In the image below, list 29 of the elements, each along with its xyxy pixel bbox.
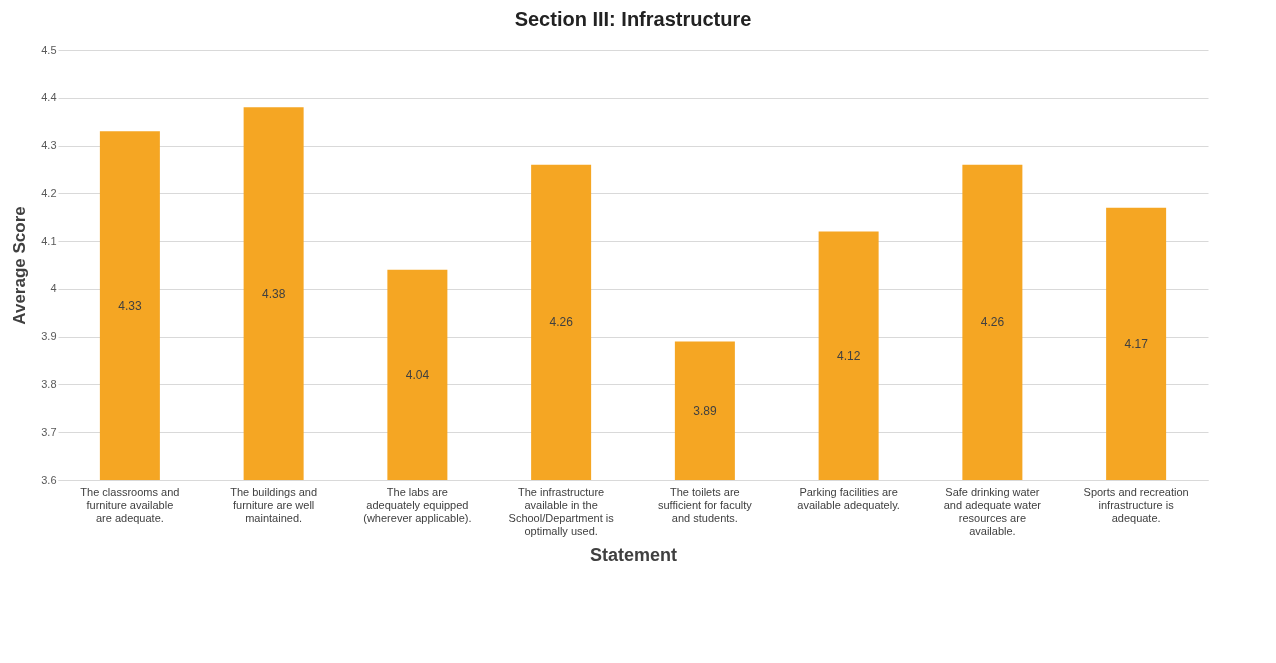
data-label: 4.17 xyxy=(1124,336,1149,351)
data-label: 4.33 xyxy=(118,298,142,313)
y-tick-label: 3.7 xyxy=(41,425,57,438)
y-axis-title: Average Score xyxy=(10,206,30,325)
x-tick-label: The infrastructure available in the School/Department is optimally used. xyxy=(508,485,615,537)
x-tick-label: Safe drinking water and adequate water resources are available. xyxy=(943,485,1042,537)
x-tick-label: Sports and recreation infrastructure is adequate. xyxy=(1083,485,1189,524)
y-tick-label: 4.4 xyxy=(41,91,57,104)
chart-title: Section III: Infrastructure xyxy=(514,8,752,30)
y-tick-label: 4.5 xyxy=(41,43,57,56)
y-tick-label: 4.1 xyxy=(41,234,57,247)
x-axis-title: Statement xyxy=(589,544,678,565)
data-label: 4.38 xyxy=(261,286,286,301)
x-tick-label: The toilets are sufficient for faculty and students. xyxy=(657,485,753,524)
y-tick-label: 4.2 xyxy=(41,186,57,199)
y-tick-label: 4.3 xyxy=(41,139,57,152)
y-tick-label: 3.8 xyxy=(41,377,57,390)
data-label: 4.26 xyxy=(549,315,574,330)
x-tick-label: Parking facilities are available adequately. xyxy=(797,485,900,511)
y-tick-label: 3.9 xyxy=(41,330,57,343)
data-label: 4.26 xyxy=(980,315,1005,330)
x-tick-label: The labs are adequately equipped (wherever applicable). xyxy=(363,485,472,524)
x-tick-label: The buildings and furniture are well maintained. xyxy=(230,485,318,524)
data-label: 4.04 xyxy=(405,367,430,382)
data-label: 3.89 xyxy=(693,403,717,418)
y-tick-label: 3.6 xyxy=(41,473,57,486)
data-label: 4.12 xyxy=(836,348,861,363)
x-tick-label: The classrooms and furniture available are adequate. xyxy=(80,485,180,524)
y-tick-label: 4 xyxy=(50,282,57,295)
